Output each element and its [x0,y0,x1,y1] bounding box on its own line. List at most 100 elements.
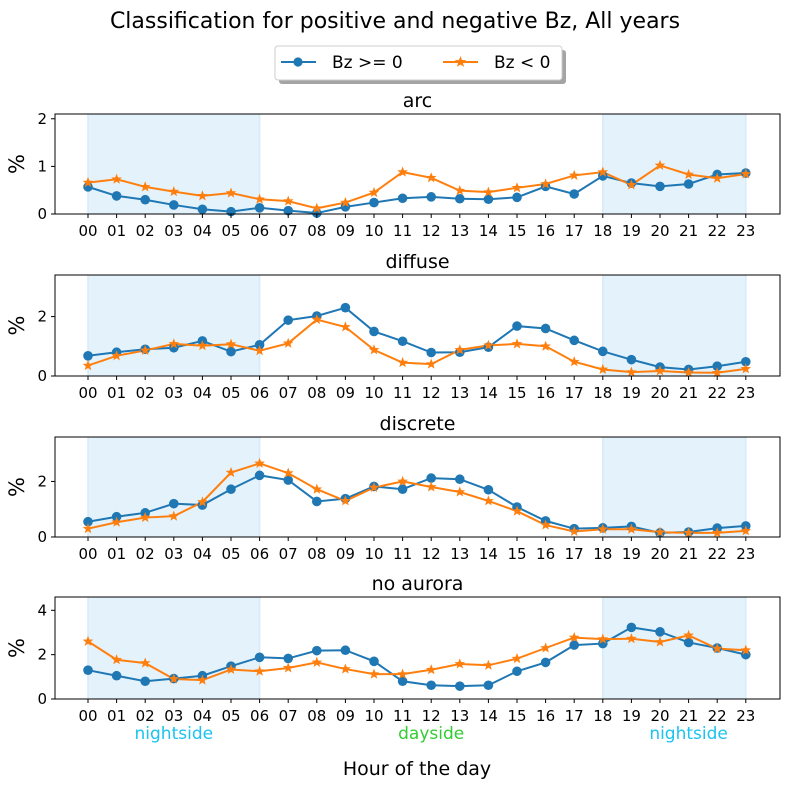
data-point-circle [369,656,379,667]
data-point-star [254,665,265,676]
data-point-circle [111,191,122,201]
data-point-star [654,159,666,170]
shaded-range [602,114,746,214]
x-tick-label: 14 [479,222,498,240]
x-tick-label: 05 [221,384,240,402]
axes-frame [54,596,781,700]
x-tick-label: 21 [679,384,698,402]
data-point-circle [598,346,608,357]
data-point-circle [683,637,694,648]
figure-title: Classification for positive and negative… [110,9,680,34]
data-point-circle [397,676,408,687]
data-point-star [540,519,551,530]
x-tick-label: 06 [250,545,269,563]
data-point-star [368,186,380,198]
x-tick-label: 01 [107,545,126,563]
data-point-star [311,656,323,667]
data-point-circle [455,193,465,204]
data-point-circle [426,473,437,483]
data-point-circle [312,496,322,507]
data-point-star [397,475,408,486]
data-point-star [197,496,208,507]
y-tick-label: 0 [37,205,47,223]
data-point-circle [683,179,694,189]
data-point-circle [369,326,379,337]
data-point-circle [140,194,150,205]
data-point-circle [226,346,236,357]
x-tick-label: 04 [193,545,212,563]
x-tick-label: 11 [393,707,412,725]
axes-frame [54,274,781,377]
data-point-star [425,358,437,369]
data-point-star [254,345,265,356]
subplot-title: diffuse [385,251,449,273]
data-point-circle [569,189,579,199]
data-point-star [540,178,551,189]
data-point-star [82,176,94,188]
x-tick-label: 07 [279,545,298,563]
x-axis-label: Hour of the day [343,758,491,780]
data-point-star [168,673,180,684]
data-point-star [82,360,94,371]
data-point-star [225,338,237,349]
data-point-circle [312,645,322,656]
x-tick-label: 23 [736,545,755,563]
data-point-star [511,505,523,516]
data-point-star [711,172,723,183]
data-point-star [740,644,752,655]
x-tick-label: 12 [422,384,441,402]
y-tick-label: 1 [37,157,47,175]
data-point-star [82,523,94,534]
shaded-range [602,597,746,699]
x-tick-label: 20 [650,222,669,240]
data-point-star [168,510,180,521]
data-point-star [568,169,580,180]
data-point-star [483,659,494,670]
data-point-circle [626,622,637,633]
data-point-star [340,196,351,208]
data-point-star [454,658,466,669]
x-tick-label: 21 [679,545,698,563]
data-point-star [368,481,380,493]
data-point-circle [283,475,294,485]
region-label-nightside-right: nightside [649,724,728,744]
x-tick-label: 08 [307,545,326,563]
data-point-star [254,457,265,468]
data-point-star [368,668,380,679]
x-tick-label: 09 [336,707,355,725]
data-point-star [654,636,666,647]
series-line [87,462,746,534]
data-point-star [340,663,351,674]
x-tick-label: 12 [422,545,441,563]
legend-entry-bz-positive: Bz >= 0 [281,53,403,73]
x-tick-label: 02 [136,222,155,240]
data-point-circle [254,340,265,350]
y-tick-label: 0 [37,528,47,546]
data-point-star [197,340,208,351]
x-tick-label: 07 [279,707,298,725]
x-tick-label: 21 [679,222,698,240]
data-point-star [683,629,694,640]
data-point-circle [455,681,465,691]
data-point-circle [83,516,93,527]
x-tick-label: 23 [736,707,755,725]
data-point-circle [283,205,294,216]
data-point-circle [426,347,437,358]
region-label-dayside: dayside [398,724,464,744]
x-tick-label: 03 [164,707,183,725]
data-point-circle [455,474,465,485]
data-point-star [311,483,323,494]
x-tick-label: 22 [708,545,727,563]
data-point-star [483,186,494,197]
data-point-circle [397,484,408,495]
data-point-star [454,344,466,355]
x-tick-label: 06 [250,384,269,402]
data-point-star [454,486,466,497]
legend[interactable]: Bz >= 0 Bz < 0 [274,45,566,84]
data-point-star [311,313,323,325]
x-tick-label: 15 [507,545,526,563]
x-tick-label: 10 [364,545,383,563]
